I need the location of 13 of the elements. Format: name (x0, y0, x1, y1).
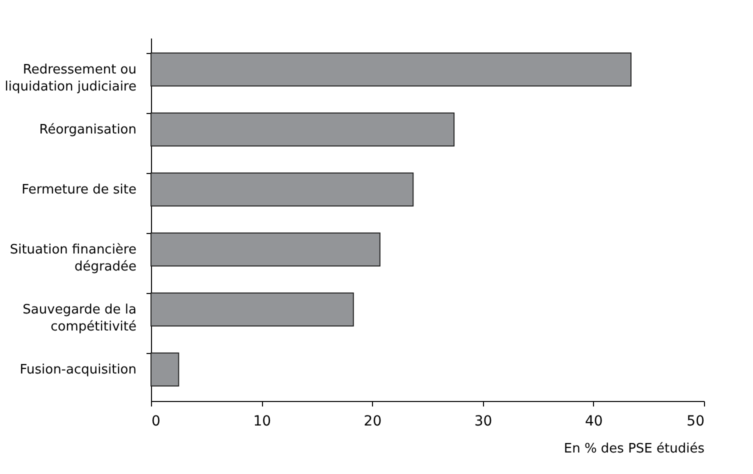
x-tick-label: 50 (686, 414, 704, 430)
x-tick-label: 10 (253, 414, 272, 430)
x-tick-label: 20 (364, 414, 382, 430)
y-tick-label: Fermeture de site (22, 182, 136, 198)
x-axis-title: En % des PSE étudiés (564, 442, 705, 456)
x-tick-label: 30 (474, 414, 492, 430)
y-tick-label: Réorganisation (39, 122, 136, 138)
x-tick-label: 40 (584, 414, 603, 430)
y-tick-label: Sauvegarde de la compétitivité (22, 302, 136, 334)
y-tick-label: Fusion-acquisition (20, 362, 136, 378)
y-tick-label: Situation financière dégradée (10, 242, 136, 274)
y-tick-label: Redressement ou liquidation judiciaire (4, 62, 136, 94)
x-tick-label: 0 (152, 414, 160, 430)
